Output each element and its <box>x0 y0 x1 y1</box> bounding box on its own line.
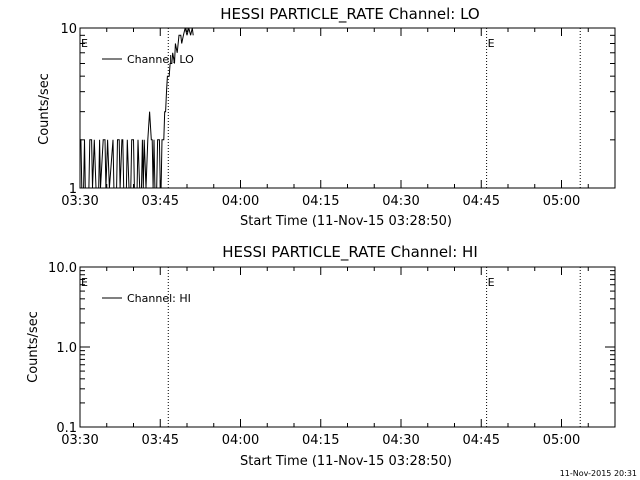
chart-lo-x-axis: 03:30 03:45 04:00 04:15 04:30 04:45 05:00 <box>61 28 616 209</box>
chart-lo-y-axis: 1 10 <box>60 22 615 197</box>
footer-timestamp: 11-Nov-2015 20:31 <box>560 469 637 478</box>
chart-hi-legend: Channel: HI <box>102 292 191 305</box>
x-tick-label: 04:30 <box>382 433 419 448</box>
event-label: E <box>488 37 495 50</box>
x-tick-label: 03:45 <box>142 433 179 448</box>
x-tick-label: 03:30 <box>61 433 98 448</box>
chart-hi-x-axis: 03:30 03:45 04:00 04:15 04:30 04:45 05:00 <box>61 267 616 448</box>
x-tick-label: 04:15 <box>302 194 339 209</box>
chart-hi-ylabel: Counts/sec <box>26 311 41 383</box>
x-tick-label: 04:45 <box>463 433 500 448</box>
event-label: E <box>81 276 88 289</box>
y-tick-label: 10 <box>60 22 77 37</box>
x-tick-label: 04:15 <box>302 433 339 448</box>
y-tick-label: 1 <box>69 182 77 197</box>
x-tick-label: 03:45 <box>142 194 179 209</box>
chart-lo-title: HESSI PARTICLE_RATE Channel: LO <box>220 5 479 24</box>
x-tick-label: 03:30 <box>61 194 98 209</box>
x-tick-label: 04:00 <box>222 194 259 209</box>
chart-hi-y-axis: 0.1 1.0 10.0 <box>48 261 615 436</box>
x-tick-label: 04:30 <box>382 194 419 209</box>
chart-hi-title: HESSI PARTICLE_RATE Channel: HI <box>222 243 478 262</box>
chart-lo-legend-label: Channel: LO <box>127 53 194 66</box>
y-tick-label: 1.0 <box>56 341 77 356</box>
y-tick-label: 10.0 <box>48 261 77 276</box>
chart-lo-series <box>80 27 194 189</box>
chart-hi-plot-frame <box>79 266 616 428</box>
chart-hi-xlabel: Start Time (11-Nov-15 03:28:50) <box>240 454 452 469</box>
series-line <box>80 27 194 189</box>
x-tick-label: 04:45 <box>463 194 500 209</box>
event-label: E <box>488 276 495 289</box>
chart-lo-ylabel: Counts/sec <box>37 73 52 145</box>
chart-lo-xlabel: Start Time (11-Nov-15 03:28:50) <box>240 214 452 229</box>
x-tick-label: 04:00 <box>222 433 259 448</box>
y-tick-label: 0.1 <box>56 421 77 436</box>
x-tick-label: 05:00 <box>543 194 580 209</box>
x-tick-label: 05:00 <box>543 433 580 448</box>
chart-lo-legend: Channel: LO <box>102 53 194 66</box>
chart-hi-legend-label: Channel: HI <box>127 292 191 305</box>
